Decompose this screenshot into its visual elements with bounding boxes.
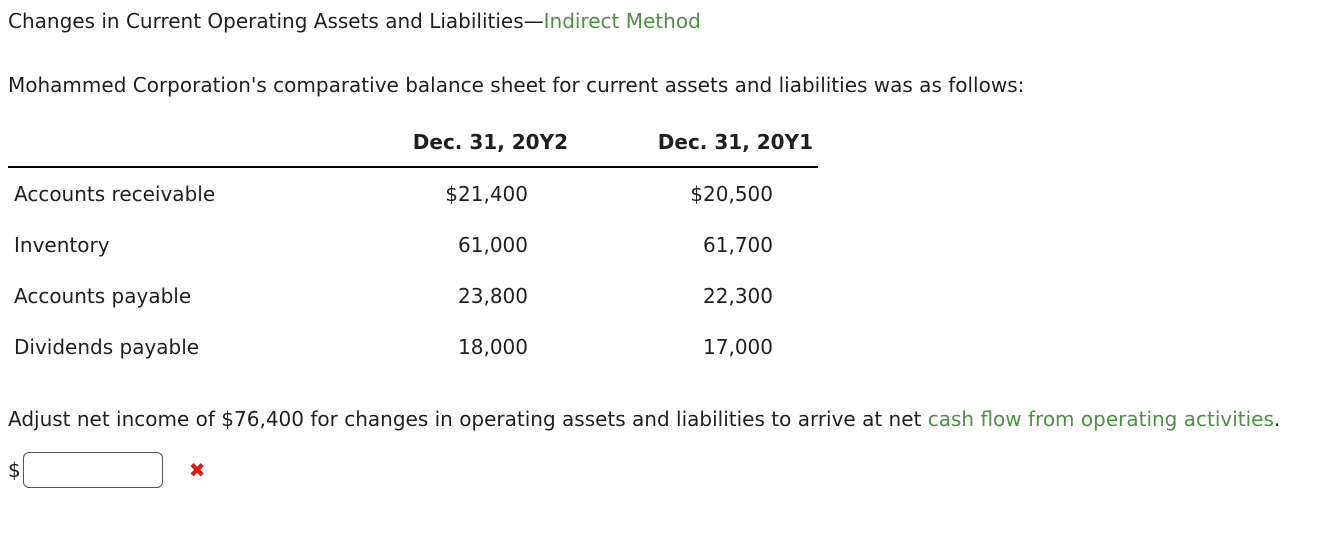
- balance-sheet-table: Dec. 31, 20Y2 Dec. 31, 20Y1 Accounts rec…: [8, 126, 818, 372]
- table-row: Inventory 61,000 61,700: [8, 219, 818, 270]
- table-row: Accounts payable 23,800 22,300: [8, 270, 818, 321]
- title-text: Changes in Current Operating Assets and …: [8, 9, 544, 33]
- amount-y1: 61,700: [703, 233, 773, 257]
- header-dec31-20y1: Dec. 31, 20Y1: [573, 126, 818, 168]
- amount-y1: 22,300: [703, 284, 773, 308]
- amount-y1: $20,500: [690, 182, 773, 206]
- answer-row: $ ✖: [8, 452, 1328, 488]
- amount-y1: 17,000: [703, 335, 773, 359]
- exercise-page: Changes in Current Operating Assets and …: [8, 8, 1328, 488]
- table-row: Accounts receivable $21,400 $20,500: [8, 167, 818, 219]
- table-row: Dividends payable 18,000 17,000: [8, 321, 818, 372]
- amount-y2: 23,800: [458, 284, 528, 308]
- title-method-link[interactable]: Indirect Method: [543, 9, 701, 33]
- cash-flow-glossary-link[interactable]: cash flow from operating activities: [927, 407, 1274, 431]
- instruction-text: Adjust net income of $76,400 for changes…: [8, 398, 1324, 440]
- amount-y2: 61,000: [458, 233, 528, 257]
- row-label: Dividends payable: [14, 335, 200, 359]
- header-empty-cell: [8, 126, 368, 168]
- row-label: Accounts receivable: [14, 182, 216, 206]
- intro-text: Mohammed Corporation's comparative balan…: [8, 73, 1025, 97]
- instruction-before-link: Adjust net income of $76,400 for changes…: [8, 407, 928, 431]
- page-title: Changes in Current Operating Assets and …: [8, 8, 1328, 34]
- amount-y2: 18,000: [458, 335, 528, 359]
- incorrect-icon: ✖: [188, 458, 206, 482]
- currency-symbol: $: [8, 458, 21, 482]
- table-header-row: Dec. 31, 20Y2 Dec. 31, 20Y1: [8, 126, 818, 168]
- row-label: Inventory: [14, 233, 110, 257]
- header-dec31-20y2: Dec. 31, 20Y2: [368, 126, 573, 168]
- row-label: Accounts payable: [14, 284, 192, 308]
- instruction-after-link: .: [1273, 407, 1281, 431]
- answer-input[interactable]: [22, 452, 163, 488]
- amount-y2: $21,400: [445, 182, 528, 206]
